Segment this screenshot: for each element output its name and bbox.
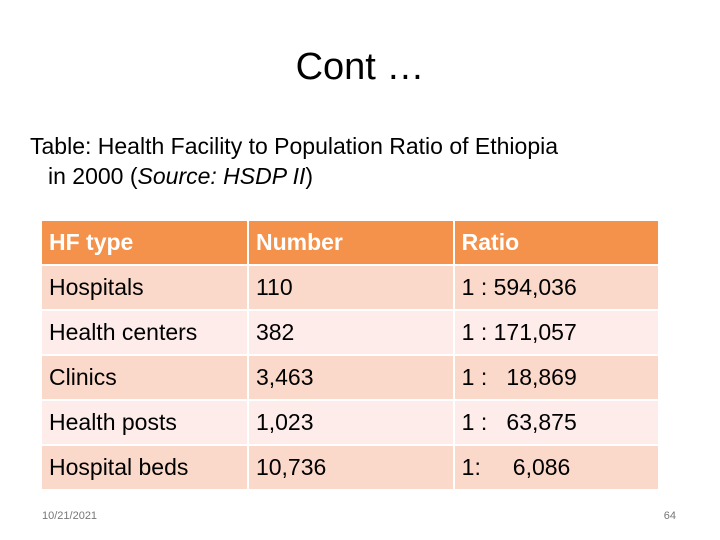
- cell-number: 3,463: [248, 356, 455, 401]
- cell-hf-type: Clinics: [42, 356, 249, 401]
- slide-page-number: 64: [663, 510, 676, 522]
- slide-date: 10/21/2021: [42, 510, 98, 522]
- table-caption: Table: Health Facility to Population Rat…: [30, 131, 690, 191]
- cell-ratio: 1 : 171,057: [454, 311, 660, 356]
- table-row: Clinics 3,463 1 : 18,869: [42, 356, 660, 401]
- header-ratio: Ratio: [454, 221, 660, 266]
- table-row: Hospitals 110 1 : 594,036: [42, 266, 660, 311]
- slide-title: Cont …: [295, 46, 425, 88]
- cell-number: 10,736: [248, 446, 455, 491]
- caption-line-1: Table: Health Facility to Population Rat…: [30, 133, 559, 159]
- cell-ratio: 1 : 594,036: [454, 266, 660, 311]
- cell-hf-type: Hospital beds: [42, 446, 249, 491]
- table-row: Hospital beds 10,736 1: 6,086: [42, 446, 660, 491]
- cell-ratio: 1 : 18,869: [454, 356, 660, 401]
- header-number: Number: [248, 221, 455, 266]
- table-row: Health posts 1,023 1 : 63,875: [42, 401, 660, 446]
- caption-line-2: in 2000 (Source: HSDP II): [30, 161, 690, 191]
- caption-prefix: in 2000 (: [48, 163, 138, 189]
- cell-ratio: 1 : 63,875: [454, 401, 660, 446]
- cell-hf-type: Health centers: [42, 311, 249, 356]
- cell-number: 110: [248, 266, 455, 311]
- header-hf-type: HF type: [42, 221, 249, 266]
- cell-hf-type: Hospitals: [42, 266, 249, 311]
- caption-suffix: ): [305, 163, 314, 189]
- table-header-row: HF type Number Ratio: [42, 221, 660, 266]
- caption-source: Source: HSDP II: [137, 163, 306, 189]
- cell-hf-type: Health posts: [42, 401, 249, 446]
- cell-number: 382: [248, 311, 455, 356]
- health-facility-table: HF type Number Ratio Hospitals 110 1 : 5…: [42, 221, 660, 491]
- table-row: Health centers 382 1 : 171,057: [42, 311, 660, 356]
- cell-ratio: 1: 6,086: [454, 446, 660, 491]
- cell-number: 1,023: [248, 401, 455, 446]
